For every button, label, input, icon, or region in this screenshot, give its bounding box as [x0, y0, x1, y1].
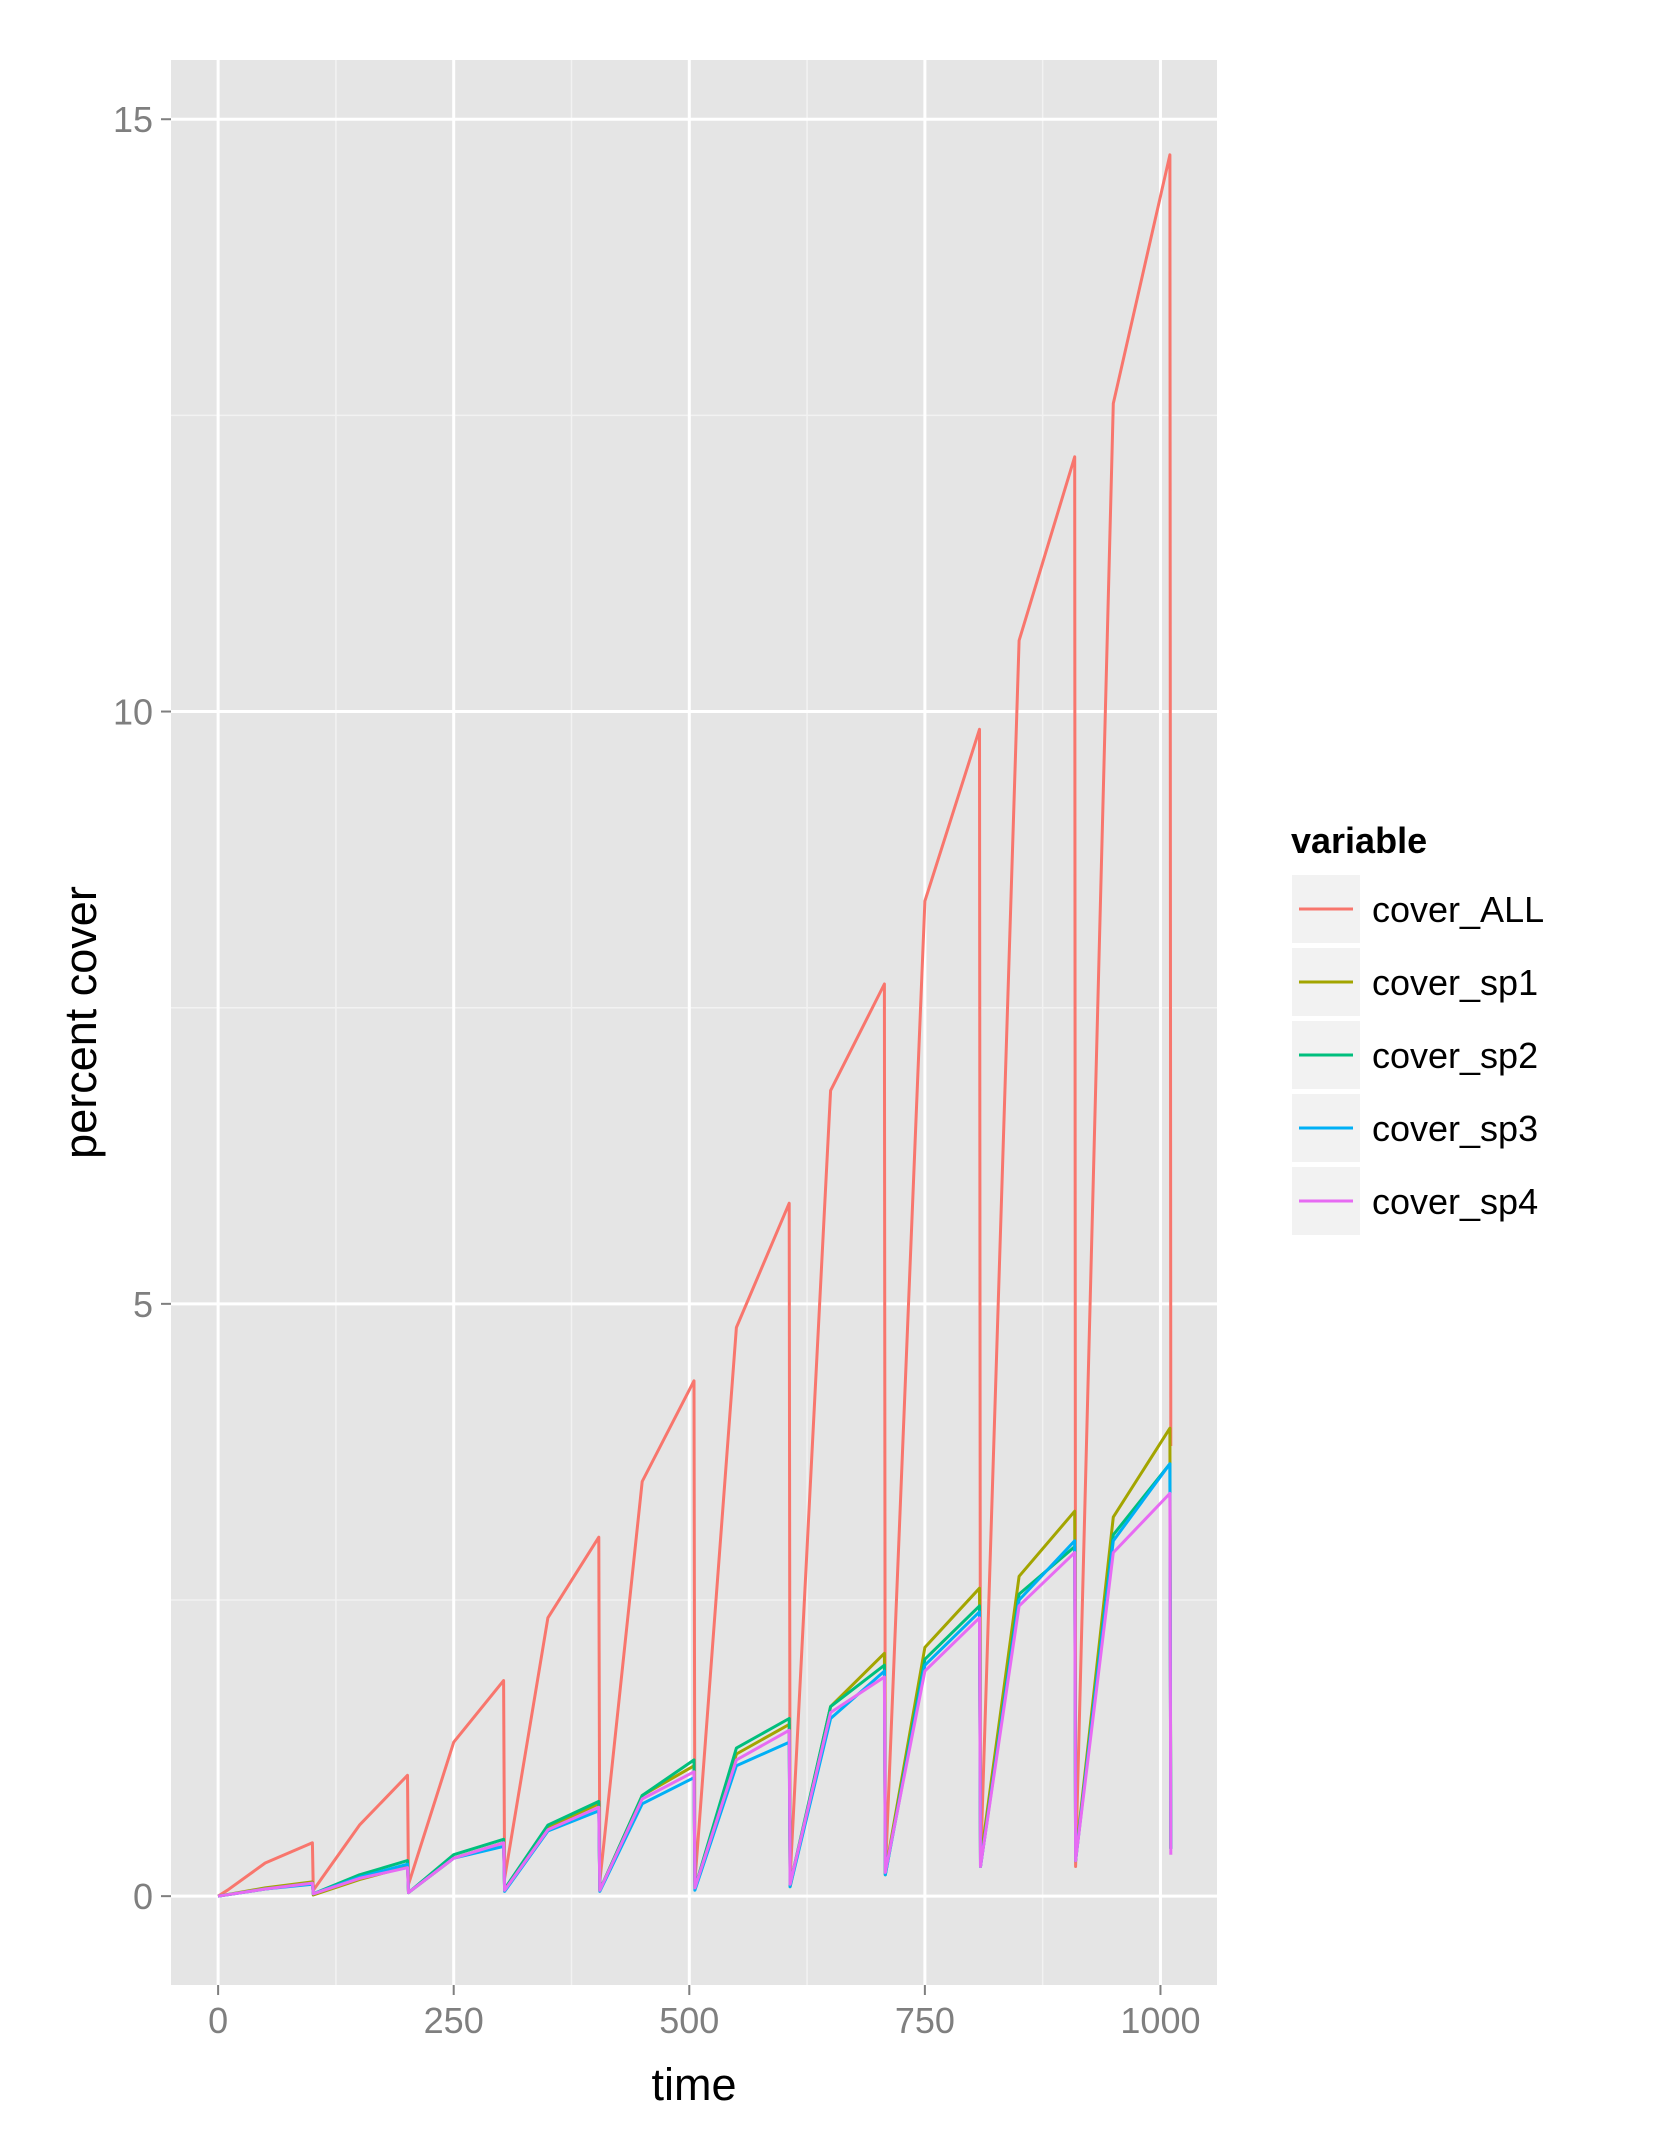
legend-title: variable [1291, 820, 1427, 861]
series-lines [217, 153, 1173, 1898]
y-tick-label: 15 [113, 99, 153, 140]
x-tick-label: 750 [895, 2000, 955, 2041]
x-tick-label: 250 [424, 2000, 484, 2041]
axes: 0 250 500 750 1000 0 5 10 15 [113, 99, 1201, 2041]
series-line-cover-sp3 [217, 1462, 1173, 1898]
x-axis-title: time [651, 2059, 736, 2110]
x-tick-label: 500 [659, 2000, 719, 2041]
legend-label: cover_ALL [1372, 889, 1544, 930]
y-tick-label: 5 [133, 1284, 153, 1325]
x-tick-label: 0 [208, 2000, 228, 2041]
series-line-cover-sp4 [217, 1491, 1173, 1898]
x-tick-label: 1000 [1120, 2000, 1200, 2041]
legend-label: cover_sp3 [1372, 1108, 1538, 1149]
legend-label: cover_sp1 [1372, 962, 1538, 1003]
y-tick-label: 10 [113, 692, 153, 733]
legend: variable cover_ALL cover_sp1 cover_sp2cove… [1291, 820, 1544, 1235]
series-line-cover-all [217, 153, 1173, 1898]
y-tick-label: 0 [133, 1876, 153, 1917]
legend-label: cover_sp2 [1372, 1035, 1538, 1076]
legend-label: cover_sp4 [1372, 1181, 1538, 1222]
y-axis-title: percent cover [55, 886, 106, 1159]
